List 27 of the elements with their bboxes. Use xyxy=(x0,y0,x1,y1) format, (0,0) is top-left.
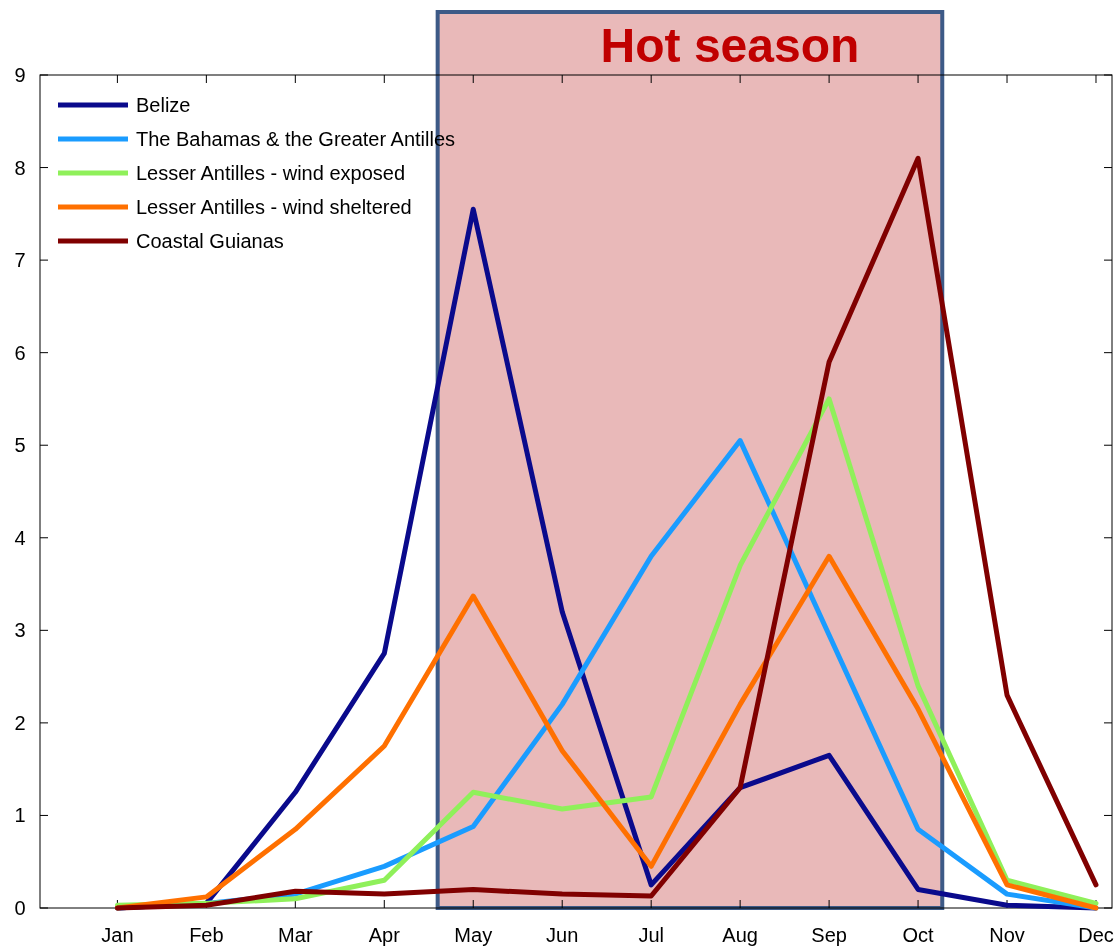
x-tick-label: Jan xyxy=(101,924,134,946)
x-tick-label: Nov xyxy=(989,924,1025,946)
y-tick-label: 9 xyxy=(14,64,26,86)
y-tick-label: 6 xyxy=(14,341,26,364)
y-tick-label: 5 xyxy=(14,434,26,457)
x-tick-label: Oct xyxy=(902,924,935,946)
legend-label: Lesser Antilles - wind sheltered xyxy=(136,196,412,218)
y-tick-label: 4 xyxy=(14,526,26,549)
y-tick-label: 3 xyxy=(14,619,26,642)
x-tick-label: Jul xyxy=(638,924,664,946)
legend-label: Coastal Guianas xyxy=(136,230,284,252)
y-tick-label: 1 xyxy=(14,804,26,827)
x-tick-label: May xyxy=(454,924,493,946)
legend-label: Belize xyxy=(136,94,191,116)
x-tick-label: Dec xyxy=(1078,924,1114,946)
x-tick-label: Sep xyxy=(811,924,847,946)
x-tick-label: Mar xyxy=(278,924,313,946)
y-tick-label: 8 xyxy=(14,156,26,179)
x-tick-label: Feb xyxy=(189,924,224,946)
y-tick-label: 0 xyxy=(14,897,26,919)
x-tick-label: Apr xyxy=(368,924,401,946)
band-label: Hot season xyxy=(600,19,860,72)
y-tick-label: 2 xyxy=(14,711,26,734)
y-tick-label: 7 xyxy=(14,249,26,272)
legend-label: Lesser Antilles - wind exposed xyxy=(136,162,406,184)
x-tick-label: Aug xyxy=(722,924,758,946)
x-tick-label: Jun xyxy=(546,924,579,946)
